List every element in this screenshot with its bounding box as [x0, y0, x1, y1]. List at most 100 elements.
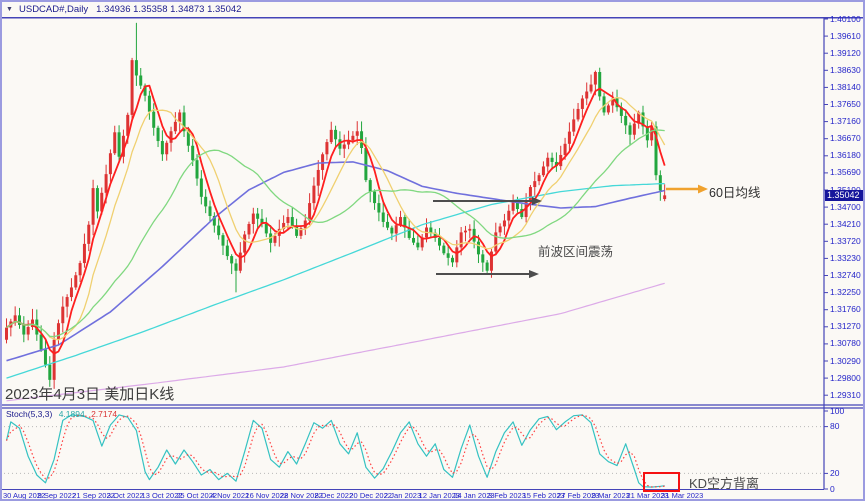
candle-down — [386, 221, 390, 228]
chart-title: USDCAD#,Daily 1.34936 1.35358 1.34873 1.3… — [19, 4, 241, 15]
price-axis-label: 1.33230 — [830, 252, 861, 263]
candle-down — [195, 160, 199, 179]
candle-down — [628, 125, 632, 135]
candle-down — [602, 96, 606, 113]
candle-up — [351, 135, 355, 141]
candle-up — [325, 142, 329, 155]
candle-up — [537, 175, 541, 182]
price-axis-label: 1.37160 — [830, 116, 861, 127]
candle-up — [463, 230, 467, 233]
candle-down — [134, 60, 138, 76]
candle-down — [39, 334, 43, 350]
candle-up — [69, 287, 73, 298]
candle-up — [113, 132, 117, 154]
candle-down — [390, 227, 394, 234]
candle-up — [420, 237, 424, 248]
chart-frame — [2, 17, 863, 490]
price-axis-label: 1.34700 — [830, 201, 861, 212]
candle-down — [334, 129, 338, 140]
stoch-layer — [4, 414, 822, 488]
candle-up — [56, 323, 60, 340]
price-axis-label: 1.30290 — [830, 355, 861, 366]
candle-down — [485, 262, 489, 271]
candle-up — [589, 84, 593, 92]
candle-down — [221, 235, 225, 246]
candle-down — [147, 95, 151, 112]
candle-up — [468, 228, 472, 231]
price-axis-label: 1.35690 — [830, 167, 861, 178]
candle-down — [377, 203, 381, 213]
candle-up — [273, 235, 277, 243]
candle-down — [624, 115, 628, 126]
date-axis-label: 21 Sep 2022 — [72, 491, 115, 500]
stochastic-indicator-label: Stoch(5,3,3) 4.1894 2.7174 — [6, 409, 117, 419]
candle-up — [30, 319, 34, 328]
candle-down — [550, 157, 554, 162]
candle-up — [606, 105, 610, 113]
candle-down — [520, 209, 524, 218]
candle-up — [74, 275, 78, 288]
candle-down — [416, 242, 420, 248]
candle-up — [299, 228, 303, 236]
candle-up — [243, 234, 247, 253]
candle-up — [78, 263, 82, 276]
price-axis-label: 1.37650 — [830, 99, 861, 109]
candle-down — [290, 217, 294, 227]
candle-down — [598, 71, 602, 97]
candle-up — [580, 98, 584, 109]
candle-down — [429, 227, 433, 233]
candle-up — [533, 181, 537, 188]
candle-up — [87, 224, 91, 244]
stoch-axis-label: 100 — [830, 405, 845, 416]
date-axis-label: 3 Oct 2022 — [106, 491, 144, 500]
candle-down — [450, 257, 454, 263]
candle-up — [121, 135, 125, 157]
candle-down — [373, 191, 377, 204]
candle-up — [541, 166, 545, 176]
date-axis-label: 30 Aug 2022 — [3, 491, 46, 500]
candle-down — [182, 112, 186, 132]
candle-up — [511, 200, 515, 211]
candle-up — [104, 174, 108, 193]
price-axis-label: 1.33720 — [830, 235, 861, 246]
annotation-range-label: 前波区间震荡 — [538, 245, 614, 259]
candle-down — [160, 141, 164, 155]
candle-up — [82, 243, 86, 264]
candle-up — [632, 123, 636, 135]
candle-up — [5, 327, 8, 340]
candle-down — [139, 75, 143, 86]
candle-down — [234, 263, 238, 271]
candle-up — [13, 315, 17, 322]
candle-down — [446, 253, 450, 258]
candle-up — [178, 112, 182, 122]
candle-down — [295, 226, 299, 236]
candle-down — [481, 254, 485, 263]
stoch-axis-label: 80 — [830, 421, 840, 432]
date-axis-label: 12 Jan 2023 — [418, 491, 460, 500]
price-axis-label: 1.29310 — [830, 389, 861, 400]
candle-up — [576, 108, 580, 120]
candle-up — [303, 220, 307, 229]
candle-up — [498, 226, 502, 233]
candle-up — [316, 169, 320, 186]
candle-up — [126, 114, 130, 136]
candle-down — [156, 127, 160, 142]
candle-down — [17, 315, 21, 325]
candle-down — [264, 224, 268, 234]
date-axis-label: 13 Oct 2022 — [141, 491, 183, 500]
kd-divergence-highlight-box — [643, 472, 680, 492]
candle-down — [381, 212, 385, 222]
stoch-name: Stoch(5,3,3) — [6, 409, 53, 419]
candle-up — [572, 119, 576, 132]
date-axis-label: 16 Nov 2022 — [245, 491, 289, 500]
price-axis-label: 1.36670 — [830, 133, 861, 144]
collapse-icon[interactable]: ▼ — [6, 6, 13, 13]
candle-up — [650, 126, 654, 141]
candle-up — [494, 232, 498, 252]
candle-up — [108, 153, 112, 175]
candle-down — [654, 126, 658, 176]
candle-down — [217, 225, 221, 236]
candle-down — [260, 218, 264, 225]
candle-down — [515, 200, 519, 210]
